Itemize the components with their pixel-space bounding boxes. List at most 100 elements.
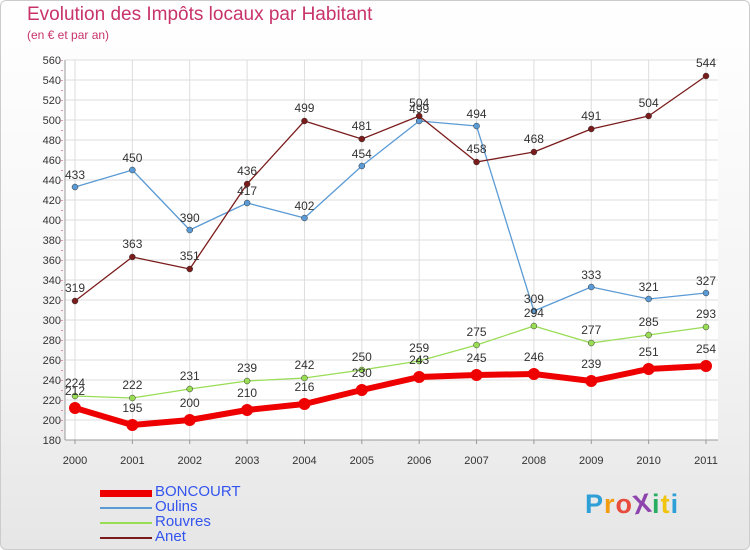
data-point (588, 339, 595, 347)
data-point (71, 392, 79, 400)
logo-letter: t (660, 489, 671, 519)
y-tick-label: 500 (43, 115, 61, 127)
data-point (243, 199, 251, 207)
legend-label: BONCOURT (155, 483, 241, 500)
proxiti-logo: ProXiti (585, 488, 680, 521)
data-label: 504 (639, 96, 659, 110)
data-point (588, 125, 595, 133)
y-tick-label: 300 (43, 315, 61, 327)
data-label: 294 (524, 306, 544, 320)
y-tick-label: 180 (43, 435, 61, 447)
y-tick-label: 220 (43, 395, 61, 407)
data-label: 242 (294, 358, 314, 372)
data-point (645, 112, 652, 120)
data-point (473, 122, 480, 130)
data-label: 433 (65, 168, 85, 182)
y-tick-label: 420 (43, 195, 61, 207)
series-line-rouvres (74, 325, 707, 399)
data-point (129, 166, 136, 174)
x-tick-label: 2003 (235, 455, 259, 467)
data-point (243, 377, 251, 385)
legend-swatch (100, 522, 152, 524)
data-point (700, 360, 712, 372)
y-tick-label: 560 (43, 55, 61, 67)
y-tick-label: 280 (43, 335, 61, 347)
x-tick-label: 2000 (63, 455, 87, 467)
data-point (415, 357, 423, 365)
data-label: 224 (65, 376, 85, 390)
data-label: 277 (581, 323, 601, 337)
data-label: 243 (409, 353, 429, 367)
data-point (186, 265, 193, 273)
data-label: 351 (180, 249, 200, 263)
data-label: 319 (65, 281, 85, 295)
data-point (527, 368, 540, 380)
x-tick-label: 2004 (292, 455, 316, 467)
logo-letter: i (652, 489, 661, 519)
data-label: 230 (352, 366, 372, 380)
data-point (241, 404, 254, 416)
data-point (358, 366, 366, 374)
logo-letter: o (615, 489, 634, 519)
data-label: 275 (467, 325, 487, 339)
data-label: 499 (294, 101, 314, 115)
legend-label: Rouvres (155, 513, 211, 530)
chart-title: Evolution des Impôts locaux par Habitant (27, 4, 373, 25)
data-point (530, 307, 538, 315)
x-tick-label: 2011 (694, 455, 718, 467)
data-point (413, 371, 426, 383)
data-label: 499 (409, 102, 429, 116)
legend-swatch (100, 489, 152, 497)
data-label: 390 (180, 211, 200, 225)
x-tick-label: 2002 (177, 455, 201, 467)
data-point (129, 394, 136, 402)
x-tick-label: 2007 (464, 455, 488, 467)
legend-label: Oulins (155, 498, 198, 515)
data-point (69, 402, 81, 414)
data-point (71, 297, 79, 305)
legend-swatch (100, 507, 152, 509)
data-point (301, 214, 308, 222)
data-point (415, 112, 423, 120)
data-point (243, 180, 251, 188)
data-label: 285 (639, 315, 659, 329)
x-tick-label: 2006 (407, 455, 431, 467)
x-tick-label: 2005 (350, 455, 374, 467)
data-point (645, 331, 652, 339)
data-label: 504 (409, 96, 429, 110)
data-label: 494 (467, 107, 487, 121)
data-label: 544 (696, 56, 716, 70)
logo-letter: i (670, 489, 680, 519)
data-label: 333 (581, 268, 601, 282)
data-point (702, 72, 710, 80)
data-label: 200 (180, 396, 200, 410)
x-tick-label: 2010 (636, 455, 660, 467)
data-point (702, 323, 710, 331)
data-label: 309 (524, 292, 544, 306)
y-tick-label: 440 (43, 175, 61, 187)
data-label: 195 (122, 401, 142, 415)
y-tick-label: 460 (43, 155, 61, 167)
data-label: 491 (581, 109, 601, 123)
y-tick-label: 240 (43, 375, 61, 387)
series-line-boncourt (72, 363, 709, 428)
data-point (702, 289, 710, 297)
data-point (585, 375, 598, 387)
data-label: 216 (294, 380, 314, 394)
data-label: 402 (294, 199, 314, 213)
y-tick-label: 520 (43, 95, 61, 107)
data-point (355, 384, 368, 396)
data-point (186, 226, 193, 234)
y-tick-label: 540 (43, 75, 61, 87)
y-tick-label: 360 (43, 255, 61, 267)
data-label: 231 (180, 369, 200, 383)
data-point (183, 414, 196, 426)
data-label: 254 (696, 342, 716, 356)
data-point (470, 369, 483, 381)
x-tick-label: 2008 (522, 455, 546, 467)
data-label: 458 (467, 142, 487, 156)
data-label: 454 (352, 147, 372, 161)
y-tick-label: 200 (43, 415, 61, 427)
data-label: 468 (524, 132, 544, 146)
